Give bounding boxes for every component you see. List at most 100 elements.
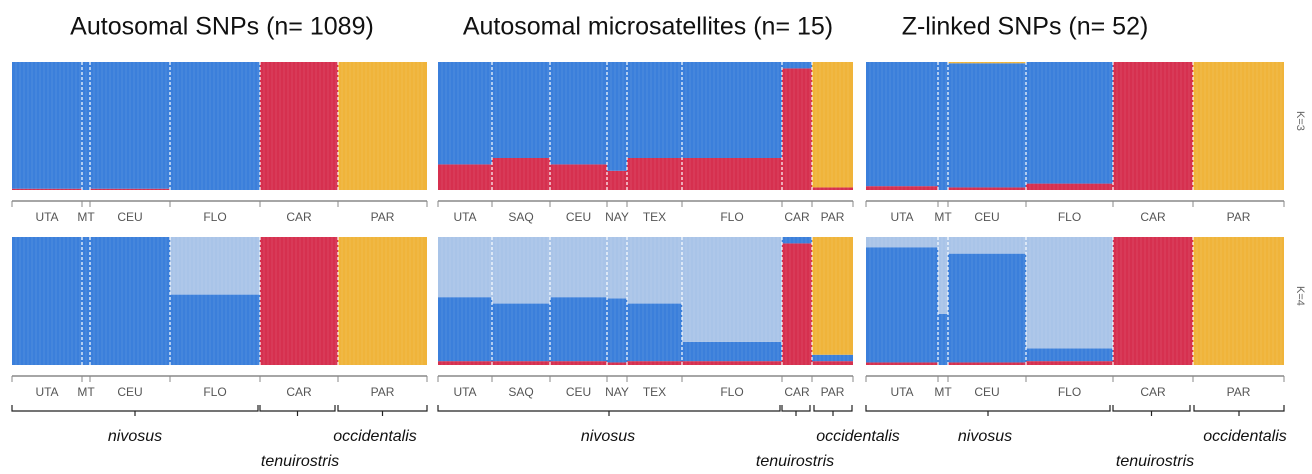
- species-label: nivosus: [958, 428, 1012, 445]
- ancestry-segment: [682, 237, 782, 342]
- ancestry-segment: [866, 362, 938, 365]
- ancestry-segment: [550, 297, 607, 362]
- ancestry-segment: [866, 62, 938, 187]
- ancestry-segment: [438, 164, 492, 190]
- species-bracket: [337, 405, 428, 416]
- population-label: TEX: [643, 385, 666, 399]
- species-label: tenuirostris: [1116, 453, 1194, 470]
- ancestry-segment: [607, 237, 627, 299]
- ancestry-segment: [260, 237, 338, 365]
- population-label: UTA: [453, 385, 476, 399]
- species-bracket: [1112, 405, 1191, 416]
- population-label: MT: [934, 210, 952, 224]
- ancestry-segment: [550, 361, 607, 365]
- ancestry-segment: [260, 62, 338, 190]
- panel-title: Autosomal microsatellites (n= 15): [463, 13, 833, 41]
- ancestry-segment: [1026, 348, 1113, 362]
- population-label: FLO: [203, 210, 226, 224]
- population-label: MT: [77, 210, 95, 224]
- population-label: SAQ: [508, 385, 533, 399]
- population-label: TEX: [643, 210, 666, 224]
- species-bracket: [437, 405, 781, 416]
- population-label: PAR: [371, 385, 395, 399]
- ancestry-segment: [338, 237, 427, 365]
- population-label: PAR: [821, 210, 845, 224]
- ancestry-segment: [492, 361, 550, 365]
- ancestry-segment: [607, 362, 627, 365]
- ancestry-segment: [90, 237, 170, 365]
- ancestry-segment: [948, 237, 1026, 254]
- ancestry-segment: [82, 237, 90, 365]
- ancestry-segment: [812, 237, 853, 355]
- ancestry-segment: [782, 68, 812, 190]
- population-label: NAY: [605, 210, 629, 224]
- ancestry-segment: [948, 187, 1026, 190]
- population-label: FLO: [203, 385, 226, 399]
- ancestry-segment: [438, 361, 492, 365]
- population-label: FLO: [1058, 210, 1081, 224]
- population-label: CEU: [974, 210, 999, 224]
- species-label: occidentalis: [816, 428, 900, 445]
- population-label: PAR: [1227, 210, 1251, 224]
- species-label: tenuirostris: [756, 453, 834, 470]
- population-label: CAR: [784, 210, 810, 224]
- ancestry-segment: [1026, 361, 1113, 365]
- population-label: CEU: [974, 385, 999, 399]
- ancestry-segment: [782, 62, 812, 69]
- population-label: CEU: [117, 385, 142, 399]
- ancestry-segment: [607, 62, 627, 171]
- k-label: K=4: [1294, 286, 1306, 306]
- population-label: CAR: [286, 210, 312, 224]
- ancestry-segment: [1193, 62, 1284, 190]
- ancestry-segment: [866, 247, 938, 363]
- ancestry-segment: [1026, 183, 1113, 190]
- population-label: MT: [934, 385, 952, 399]
- ancestry-segment: [938, 62, 948, 190]
- species-label: tenuirostris: [261, 453, 339, 470]
- population-label: CAR: [784, 385, 810, 399]
- population-label: NAY: [605, 385, 629, 399]
- ancestry-segment: [438, 237, 492, 298]
- ancestry-segment: [550, 62, 607, 165]
- population-label: CAR: [286, 385, 312, 399]
- panel-title: Autosomal SNPs (n= 1089): [70, 13, 374, 41]
- population-label: UTA: [890, 210, 913, 224]
- ancestry-segment: [627, 361, 682, 365]
- population-label: CEU: [566, 210, 591, 224]
- population-label: FLO: [720, 210, 743, 224]
- ancestry-segment: [627, 303, 682, 362]
- ancestry-segment: [492, 62, 550, 158]
- ancestry-segment: [492, 158, 550, 190]
- ancestry-segment: [550, 164, 607, 190]
- ancestry-segment: [682, 341, 782, 362]
- ancestry-segment: [812, 354, 853, 362]
- ancestry-segment: [1026, 62, 1113, 184]
- ancestry-segment: [170, 62, 260, 190]
- species-bracket: [259, 405, 336, 416]
- ancestry-segment: [938, 313, 948, 365]
- ancestry-segment: [438, 62, 492, 165]
- population-label: UTA: [35, 385, 58, 399]
- population-label: CAR: [1140, 210, 1166, 224]
- species-label: occidentalis: [1203, 428, 1287, 445]
- ancestry-segment: [82, 62, 90, 190]
- ancestry-segment: [682, 158, 782, 190]
- species-bracket: [11, 405, 259, 416]
- population-label: PAR: [1227, 385, 1251, 399]
- ancestry-segment: [90, 62, 170, 189]
- ancestry-segment: [438, 297, 492, 362]
- ancestry-segment: [627, 158, 682, 190]
- panel-title: Z-linked SNPs (n= 52): [902, 13, 1149, 41]
- population-label: MT: [77, 385, 95, 399]
- ancestry-segment: [338, 62, 427, 190]
- ancestry-segment: [492, 303, 550, 362]
- population-label: CEU: [117, 210, 142, 224]
- population-label: UTA: [35, 210, 58, 224]
- ancestry-segment: [948, 63, 1026, 188]
- ancestry-segment: [90, 188, 170, 190]
- ancestry-segment: [948, 362, 1026, 365]
- ancestry-segment: [492, 237, 550, 304]
- species-bracket: [813, 405, 853, 416]
- population-label: PAR: [821, 385, 845, 399]
- ancestry-segment: [627, 237, 682, 304]
